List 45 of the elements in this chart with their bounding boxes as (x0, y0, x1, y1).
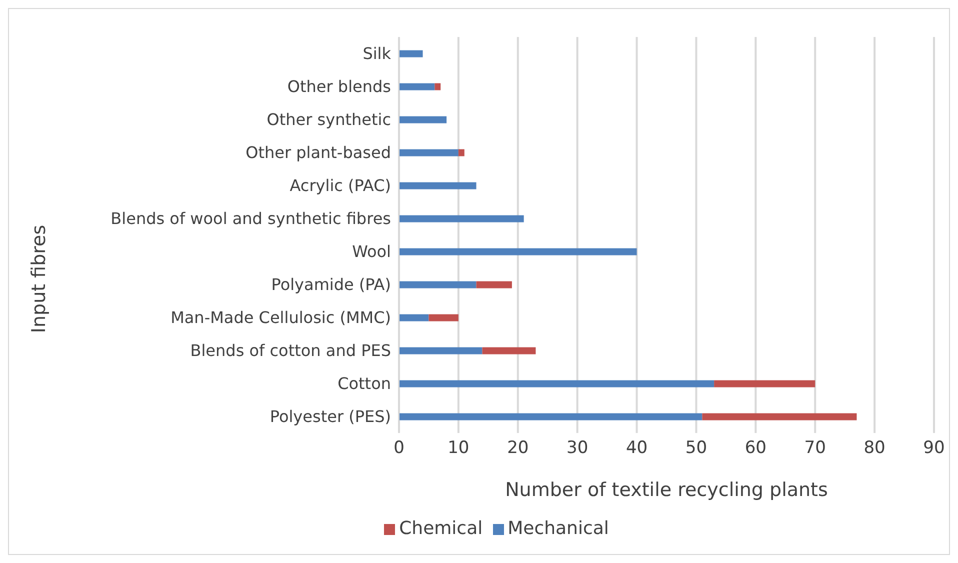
x-tick-label: 10 (448, 438, 470, 458)
y-tick-label: Silk (362, 44, 392, 64)
bar (399, 281, 476, 288)
bar (399, 149, 458, 156)
bar (399, 347, 482, 354)
legend-label: Chemical (399, 518, 483, 539)
bar (399, 50, 423, 58)
y-tick-label: Wool (352, 242, 391, 262)
bar (399, 380, 714, 388)
x-tick-label: 70 (804, 438, 826, 458)
y-axis-title: Input fibres (28, 224, 50, 334)
bar (399, 182, 476, 190)
bar (434, 83, 441, 90)
y-tick-label: Cotton (338, 374, 391, 394)
bar (399, 215, 524, 222)
bar (458, 149, 464, 156)
bar (399, 413, 702, 420)
x-tick-label: 80 (864, 438, 886, 458)
bar (428, 314, 458, 322)
bar (399, 248, 637, 256)
y-tick-label: Blends of wool and synthetic fibres (110, 209, 391, 228)
x-tick-label: 40 (626, 438, 648, 458)
y-tick-label: Other blends (287, 77, 391, 96)
x-tick-label: 50 (685, 438, 708, 458)
bar (482, 347, 536, 354)
legend-label: Mechanical (508, 518, 609, 539)
y-tick-label: Man-Made Cellulosic (MMC) (170, 308, 391, 328)
x-tick-label: 90 (923, 438, 945, 458)
y-tick-label: Polyester (PES) (270, 407, 391, 426)
bar (399, 83, 435, 90)
x-tick-label: 0 (394, 438, 404, 458)
x-tick-label: 30 (566, 438, 588, 458)
y-tick-label: Other synthetic (266, 110, 391, 130)
bar (399, 116, 447, 124)
x-tick-label: 60 (744, 438, 766, 458)
bar (714, 380, 816, 388)
bar (702, 413, 857, 420)
bar (399, 314, 429, 322)
y-tick-label: Acrylic (PAC) (290, 176, 391, 196)
x-axis-title: Number of textile recycling plants (505, 479, 828, 501)
x-tick-label: 20 (507, 438, 529, 458)
y-tick-label: Polyamide (PA) (271, 275, 391, 294)
bar (476, 281, 512, 288)
y-tick-label: Other plant-based (246, 143, 391, 162)
y-tick-label: Blends of cotton and PES (190, 341, 391, 360)
